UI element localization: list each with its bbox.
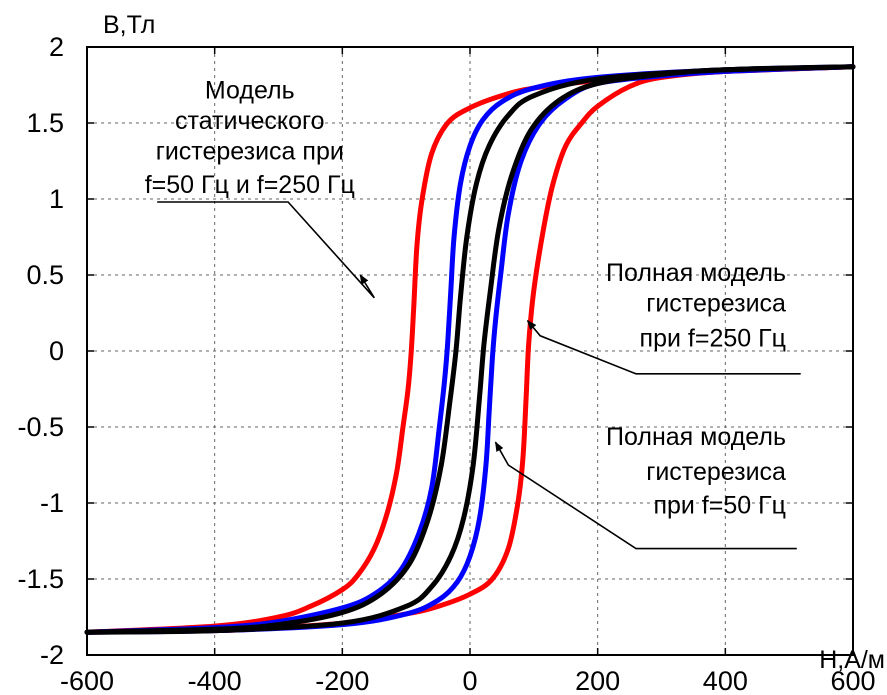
y-tick-label: 1.5: [26, 108, 64, 138]
annotation-2-line: при f=250 Гц: [640, 324, 786, 352]
y-tick-label: 0.5: [26, 260, 64, 290]
annotation-2-leader-arrow: [526, 319, 801, 375]
y-axis-label: B,Тл: [103, 11, 155, 39]
annotation-2-line: гистерезиса: [646, 289, 786, 317]
y-tick-label: 2: [49, 32, 64, 62]
annotation-2-line: Полная модель: [606, 259, 786, 287]
y-tick-label: -0.5: [17, 412, 64, 442]
x-tick-label: 0: [462, 666, 477, 695]
y-tick-label: -1: [40, 488, 64, 518]
x-axis-label: H,А/м: [819, 646, 885, 674]
grid: [87, 47, 853, 655]
annotation-3-leader-arrow: [494, 441, 797, 550]
annotation-3-line: гистерезиса: [646, 458, 786, 486]
hysteresis-loop-3-upper-branch: [84, 64, 856, 635]
annotation-1-line: f=50 Гц и f=250 Гц: [145, 171, 355, 199]
annotation-3-line: при f=50 Гц: [653, 492, 786, 520]
annotation-1-line: Модель: [205, 77, 295, 105]
annotation-3-line: Полная модель: [606, 423, 786, 451]
annotation-1-line: статического: [175, 107, 324, 135]
x-tick-label: -400: [188, 666, 242, 695]
hysteresis-loop-2-upper-branch: [84, 64, 856, 635]
y-tick-label: 1: [49, 184, 64, 214]
x-tick-label: 600: [830, 666, 875, 695]
hysteresis-loop-3-lower-branch: [84, 64, 856, 635]
axis-ticks: -600 -400 -200 0 200 400 600 -2 -1.5 -1 -0.5 0 0.5 1 1…: [17, 32, 875, 695]
x-tick-label: 400: [703, 666, 748, 695]
annotation-1-leader-arrow: [157, 201, 375, 299]
hysteresis-curves: [84, 64, 856, 635]
y-tick-label: -1.5: [17, 564, 64, 594]
x-tick-label: -200: [315, 666, 369, 695]
y-tick-label: 0: [49, 336, 64, 366]
x-tick-label: 200: [575, 666, 620, 695]
x-tick-label: -600: [60, 666, 114, 695]
y-tick-label: -2: [40, 640, 64, 670]
annotation-1-line: гистерезиса при: [156, 137, 344, 165]
